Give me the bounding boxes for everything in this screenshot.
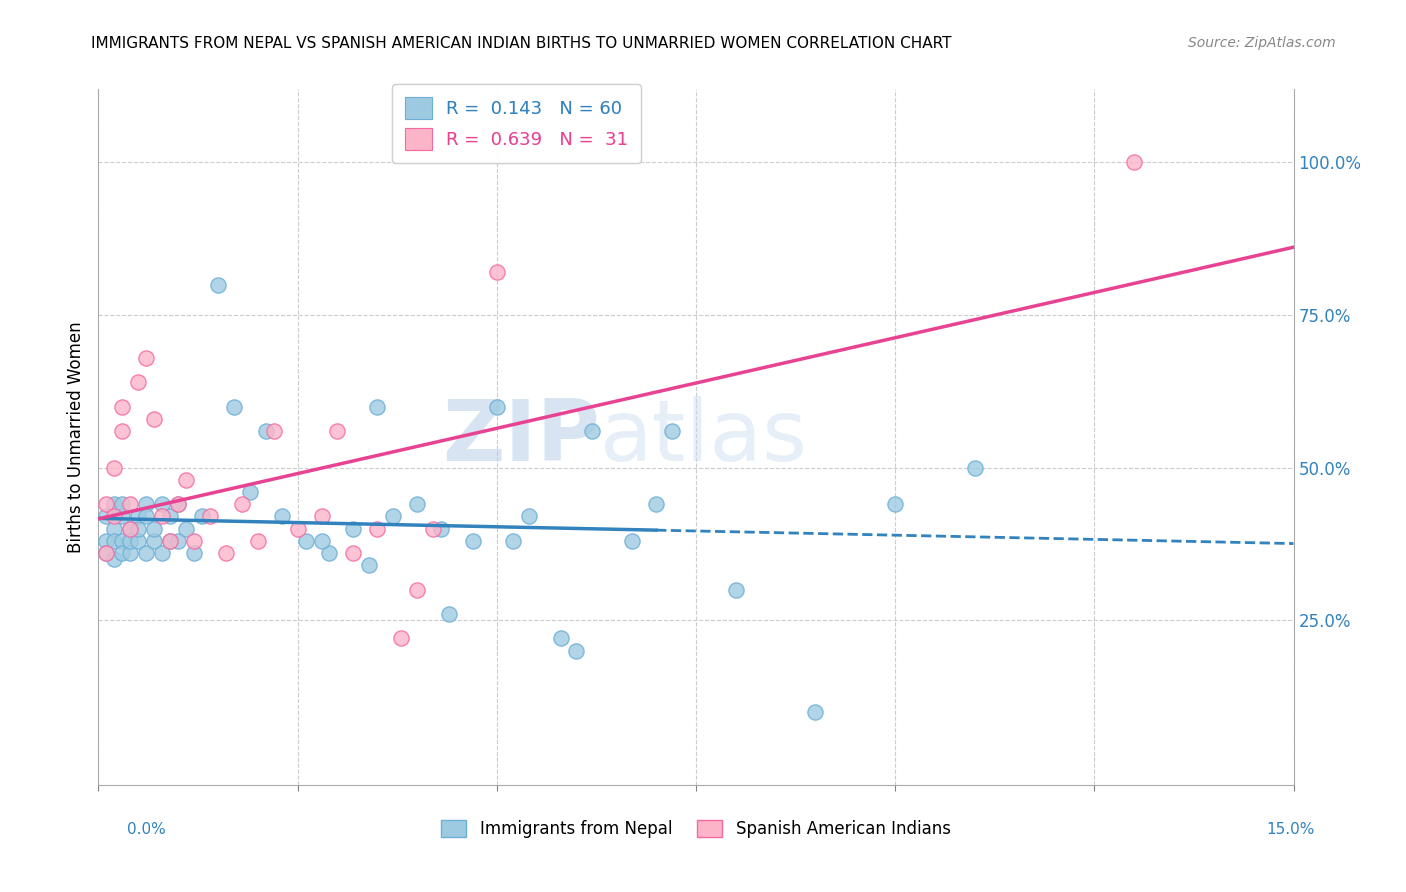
Point	[127, 509, 149, 524]
Point	[150, 497, 173, 511]
Point	[645, 497, 668, 511]
Point	[135, 351, 157, 365]
Point	[239, 485, 262, 500]
Point	[287, 522, 309, 536]
Point	[120, 522, 142, 536]
Point	[963, 460, 986, 475]
Point	[191, 509, 214, 524]
Point	[159, 533, 181, 548]
Point	[215, 546, 238, 560]
Point	[326, 424, 349, 438]
Point	[127, 375, 149, 389]
Point	[183, 546, 205, 560]
Point	[294, 533, 316, 548]
Point	[120, 546, 142, 560]
Point	[382, 509, 405, 524]
Point	[143, 411, 166, 425]
Point	[135, 497, 157, 511]
Point	[143, 522, 166, 536]
Point	[127, 522, 149, 536]
Point	[661, 424, 683, 438]
Point	[127, 533, 149, 548]
Point	[111, 424, 134, 438]
Point	[174, 473, 197, 487]
Point	[884, 497, 907, 511]
Point	[461, 533, 484, 548]
Point	[311, 533, 333, 548]
Point	[96, 546, 118, 560]
Point	[581, 424, 603, 438]
Point	[359, 558, 381, 573]
Point	[437, 607, 460, 621]
Point	[150, 509, 173, 524]
Point	[621, 533, 644, 548]
Point	[550, 632, 572, 646]
Point	[150, 546, 173, 560]
Point	[120, 522, 142, 536]
Point	[143, 533, 166, 548]
Point	[103, 522, 125, 536]
Point	[366, 522, 388, 536]
Point	[485, 400, 508, 414]
Point	[724, 582, 747, 597]
Point	[430, 522, 453, 536]
Point	[159, 533, 181, 548]
Point	[311, 509, 333, 524]
Point	[167, 497, 190, 511]
Point	[366, 400, 388, 414]
Point	[174, 522, 197, 536]
Point	[422, 522, 444, 536]
Point	[103, 552, 125, 566]
Point	[502, 533, 524, 548]
Point	[111, 546, 134, 560]
Point	[263, 424, 285, 438]
Point	[342, 546, 364, 560]
Point	[198, 509, 221, 524]
Text: ZIP: ZIP	[443, 395, 600, 479]
Point	[389, 632, 412, 646]
Point	[1123, 155, 1146, 169]
Point	[406, 582, 429, 597]
Point	[167, 497, 190, 511]
Point	[120, 533, 142, 548]
Point	[254, 424, 277, 438]
Point	[231, 497, 253, 511]
Text: atlas: atlas	[600, 395, 808, 479]
Point	[103, 460, 125, 475]
Point	[318, 546, 340, 560]
Text: Source: ZipAtlas.com: Source: ZipAtlas.com	[1188, 36, 1336, 50]
Point	[96, 497, 118, 511]
Point	[111, 533, 134, 548]
Point	[96, 533, 118, 548]
Point	[207, 277, 229, 292]
Text: 0.0%: 0.0%	[127, 822, 166, 837]
Point	[96, 509, 118, 524]
Point	[406, 497, 429, 511]
Point	[120, 497, 142, 511]
Point	[135, 546, 157, 560]
Point	[103, 497, 125, 511]
Point	[804, 705, 827, 719]
Point	[167, 533, 190, 548]
Text: 15.0%: 15.0%	[1267, 822, 1315, 837]
Point	[246, 533, 269, 548]
Point	[111, 400, 134, 414]
Legend: R =  0.143   N = 60, R =  0.639   N =  31: R = 0.143 N = 60, R = 0.639 N = 31	[392, 85, 641, 162]
Point	[96, 546, 118, 560]
Point	[183, 533, 205, 548]
Y-axis label: Births to Unmarried Women: Births to Unmarried Women	[66, 321, 84, 553]
Point	[111, 497, 134, 511]
Point	[270, 509, 292, 524]
Point	[135, 509, 157, 524]
Point	[103, 509, 125, 524]
Point	[111, 509, 134, 524]
Point	[103, 533, 125, 548]
Point	[222, 400, 245, 414]
Point	[342, 522, 364, 536]
Point	[517, 509, 540, 524]
Point	[159, 509, 181, 524]
Text: IMMIGRANTS FROM NEPAL VS SPANISH AMERICAN INDIAN BIRTHS TO UNMARRIED WOMEN CORRE: IMMIGRANTS FROM NEPAL VS SPANISH AMERICA…	[91, 36, 952, 51]
Point	[565, 643, 588, 657]
Point	[485, 265, 508, 279]
